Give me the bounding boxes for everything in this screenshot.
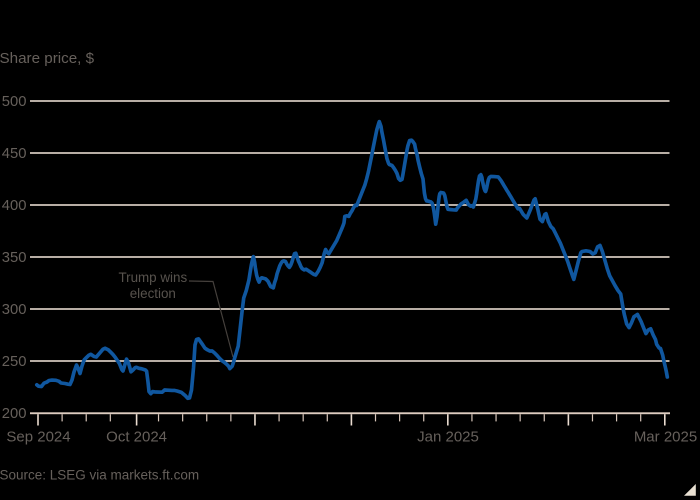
svg-text:election: election <box>130 286 176 301</box>
svg-text:Oct 2024: Oct 2024 <box>106 429 167 446</box>
svg-text:Jan 2025: Jan 2025 <box>417 429 479 446</box>
svg-text:200: 200 <box>2 406 27 422</box>
svg-text:300: 300 <box>2 302 27 318</box>
svg-text:Sep 2024: Sep 2024 <box>6 429 70 446</box>
svg-text:Share price, $: Share price, $ <box>0 50 95 67</box>
svg-text:500: 500 <box>2 94 27 110</box>
svg-text:450: 450 <box>2 146 27 162</box>
svg-text:250: 250 <box>2 354 27 370</box>
svg-text:Source: LSEG via markets.ft.co: Source: LSEG via markets.ft.com <box>0 468 199 483</box>
svg-text:Mar 2025: Mar 2025 <box>634 429 697 446</box>
svg-text:400: 400 <box>2 198 27 214</box>
svg-text:Trump wins: Trump wins <box>118 270 187 285</box>
svg-text:350: 350 <box>2 250 27 266</box>
